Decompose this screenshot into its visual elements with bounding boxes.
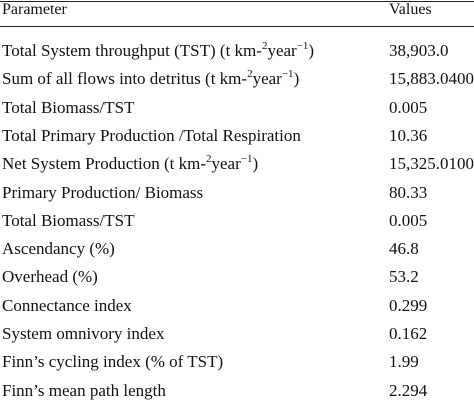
parameter-cell: Total Biomass/TST <box>2 211 134 231</box>
value-cell: 46.8 <box>389 239 419 259</box>
text-run: ) <box>252 154 259 174</box>
text-run: Primary Production/ Biomass <box>2 182 204 202</box>
superscript: −1 <box>240 153 253 166</box>
parameter-cell: Finn’s cycling index (% of TST) <box>2 352 223 372</box>
text-run: ) <box>308 41 315 60</box>
value-cell: 0.005 <box>389 210 428 230</box>
text-run: year <box>252 69 282 89</box>
superscript: 2 <box>247 68 253 81</box>
value-cell: 0.299 <box>389 295 428 315</box>
value-cell: 15,325.0100 <box>389 154 474 174</box>
value-cell: 80.33 <box>389 182 428 202</box>
value-cell: 38,903.0 <box>389 41 449 60</box>
superscript: −1 <box>281 68 294 81</box>
text-run: ) <box>293 69 300 89</box>
text-run: year <box>211 154 241 174</box>
header-cell: Values <box>389 1 432 18</box>
parameter-cell: System omnivory index <box>2 324 164 344</box>
value-cell: 0.005 <box>389 97 428 117</box>
parameter-cell: Net System Production (t km-2year−1) <box>2 153 259 176</box>
text-run: Overhead (%) <box>2 267 98 287</box>
text-run: System omnivory index <box>2 324 165 343</box>
superscript: 2 <box>205 153 212 166</box>
text-run: year <box>267 41 297 60</box>
parameter-cell: Overhead (%) <box>2 267 98 287</box>
value-cell: 10.36 <box>389 125 428 145</box>
text-run: Total Primary Production /Total Respirat… <box>2 125 301 145</box>
value-cell: 2.294 <box>389 380 428 400</box>
text-run: Total System throughput (TST) (t km- <box>2 41 262 60</box>
text-run: Net System Production (t km- <box>2 154 206 174</box>
header-rule <box>0 26 474 27</box>
text-run: Connectance index <box>2 295 132 315</box>
parameter-cell: Total Biomass/TST <box>2 98 134 118</box>
parameter-cell: Total Primary Production /Total Respirat… <box>2 126 301 146</box>
parameter-cell: Sum of all flows into detritus (t km-2ye… <box>2 68 300 91</box>
text-run: Total Biomass/TST <box>2 210 135 230</box>
top-rule <box>0 1 474 2</box>
superscript: 2 <box>261 40 268 52</box>
value-cell: 15,883.0400 <box>389 69 474 89</box>
text-run: Total Biomass/TST <box>2 97 135 117</box>
text-run: Finn’s mean path length <box>2 380 166 400</box>
value-cell: 1.99 <box>389 352 419 372</box>
value-cell: 53.2 <box>389 267 419 287</box>
header-cell: Parameter <box>2 1 67 18</box>
text-run: Ascendancy (%) <box>2 239 115 259</box>
parameter-cell: Connectance index <box>2 296 132 316</box>
parameter-cell: Finn’s mean path length <box>2 381 166 401</box>
superscript: −1 <box>296 40 309 52</box>
text-run: Sum of all flows into detritus (t km- <box>2 69 248 89</box>
value-cell: 0.162 <box>389 324 428 343</box>
text-run: Finn’s cycling index (% of TST) <box>2 352 224 372</box>
parameter-cell: Total System throughput (TST) (t km-2yea… <box>2 40 315 63</box>
parameter-cell: Primary Production/ Biomass <box>2 183 203 203</box>
parameter-cell: Ascendancy (%) <box>2 239 115 259</box>
